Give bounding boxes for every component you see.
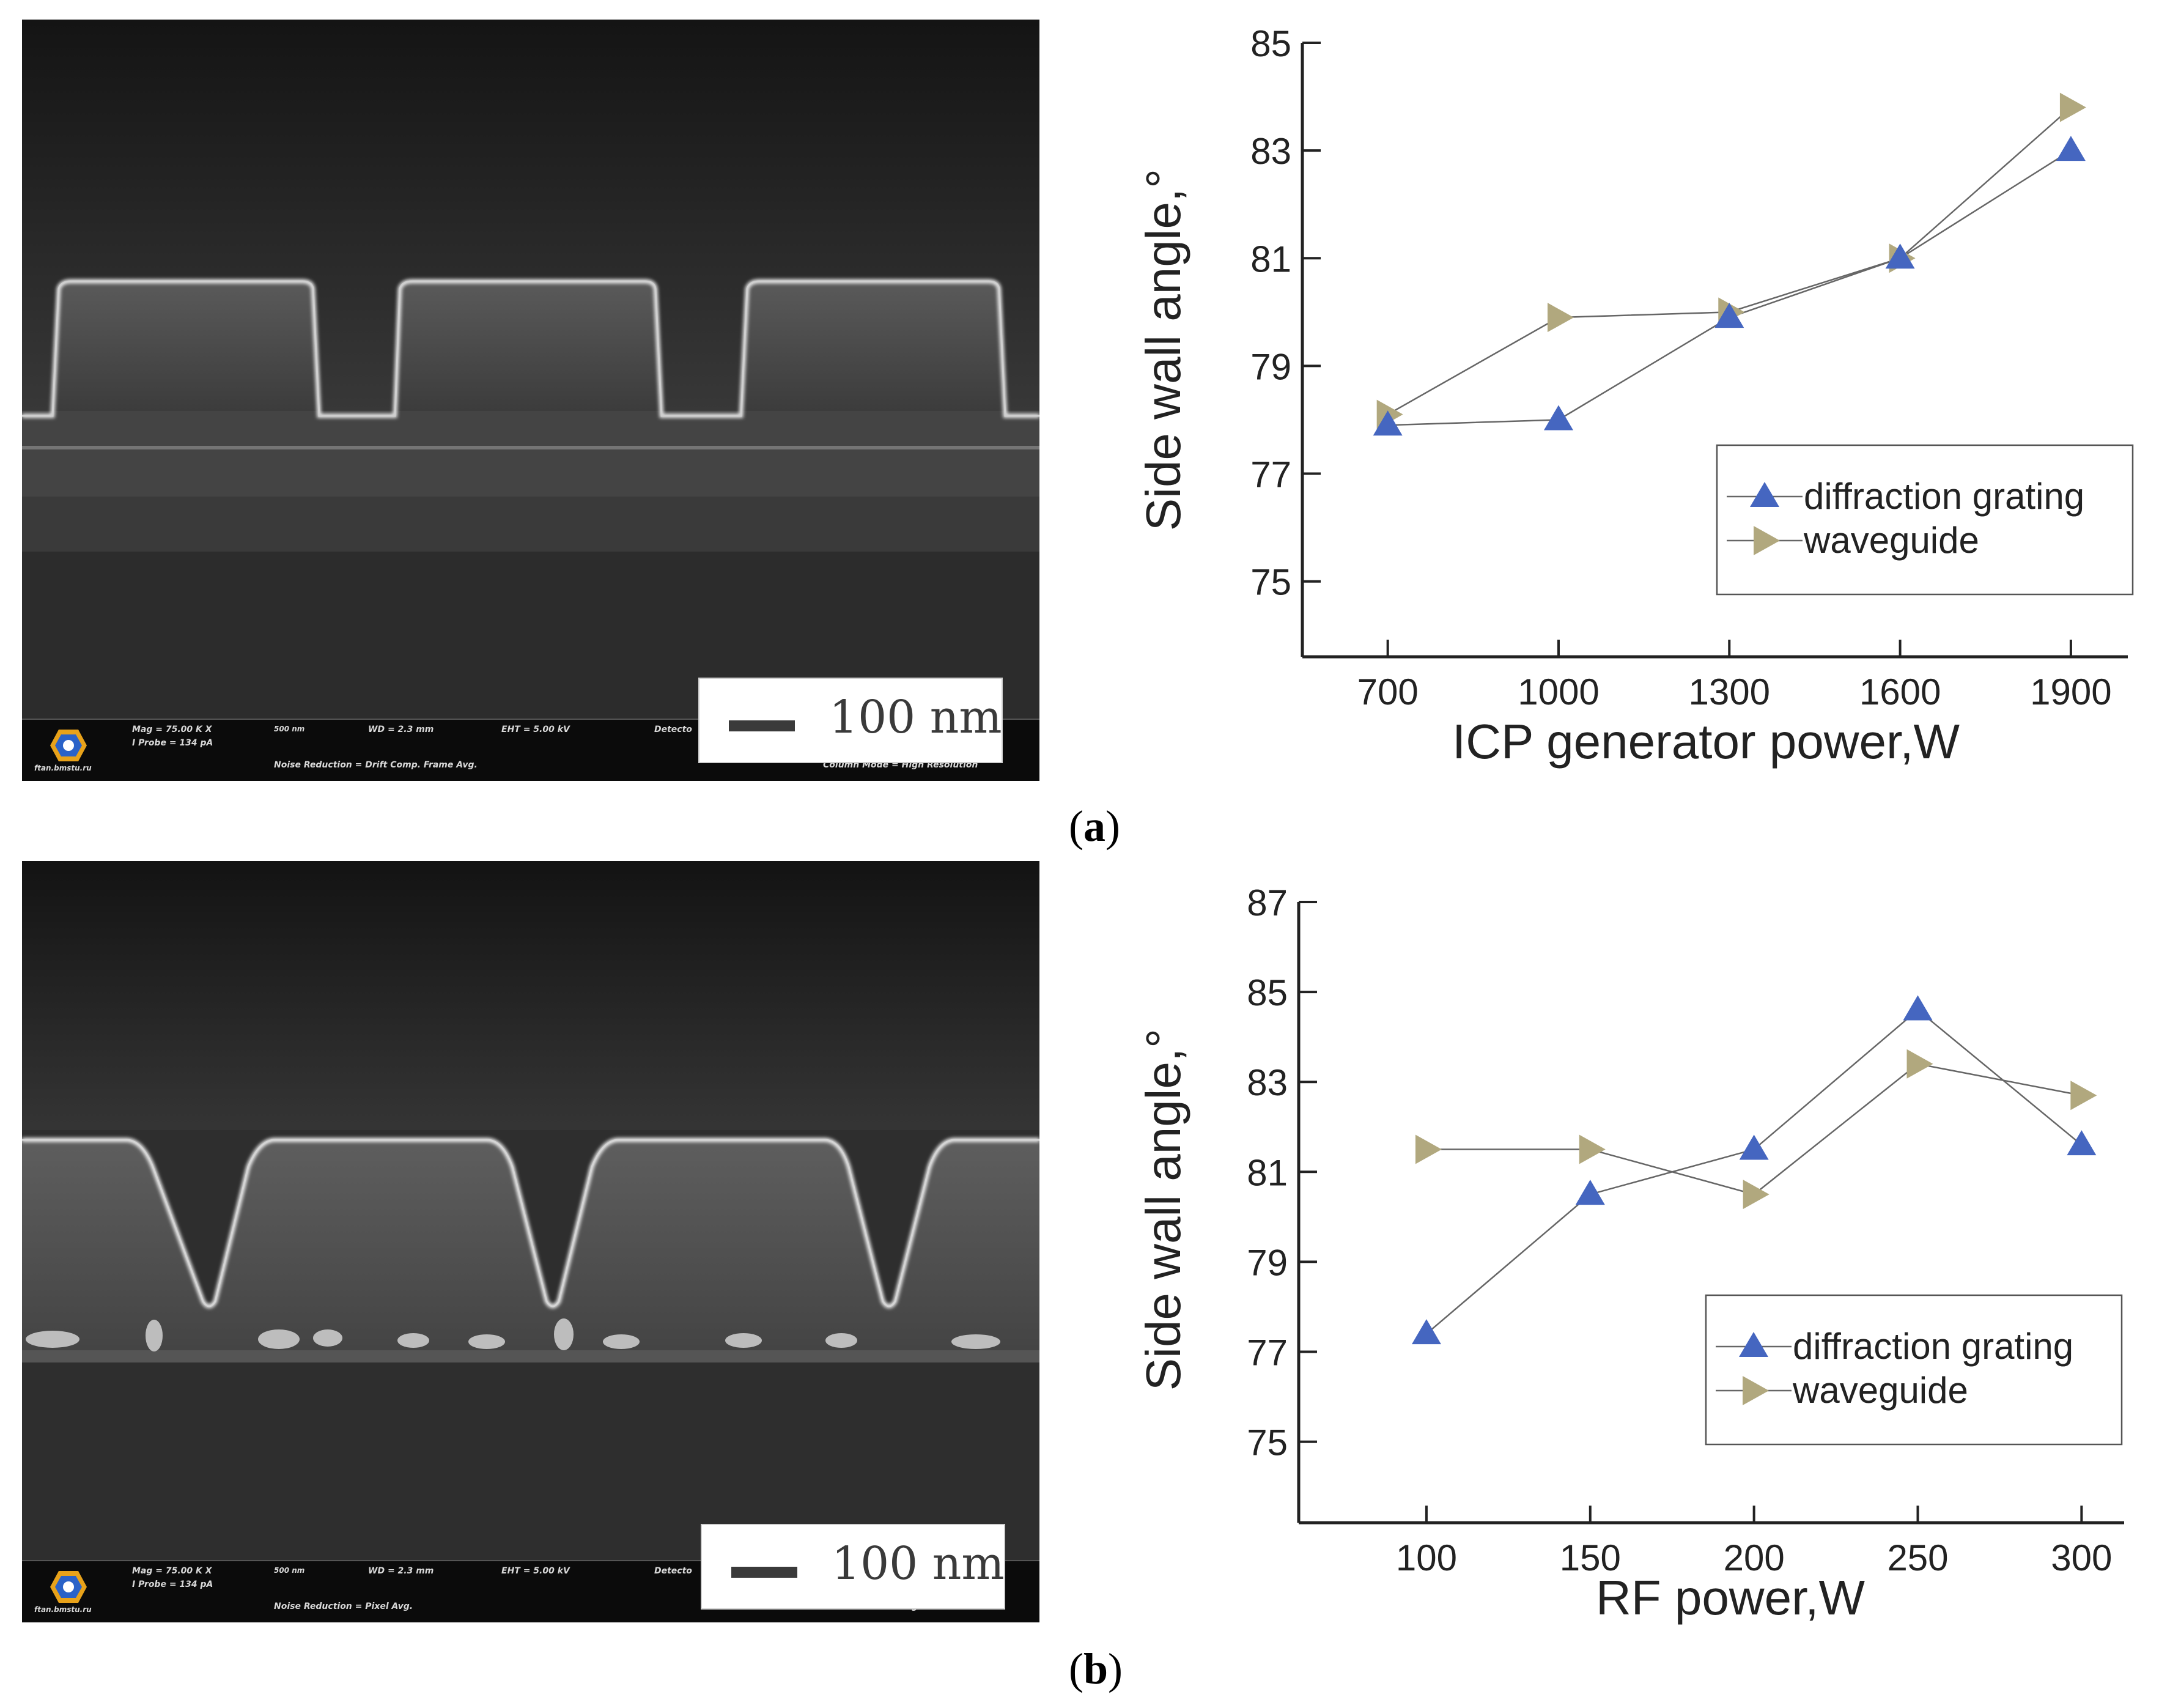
sem-logo-icon	[50, 730, 87, 761]
y-tick-label: 83	[1247, 1062, 1288, 1103]
y-tick-label: 79	[1247, 1242, 1288, 1283]
sem-detector: Detecto	[654, 725, 692, 734]
x-tick-label: 1900	[2030, 671, 2111, 712]
legend-label-waveguide: waveguide	[1792, 1370, 1968, 1411]
legend-label-waveguide: waveguide	[1803, 520, 1979, 561]
panel-label-a: (a)	[1069, 802, 1120, 851]
sem-image-a: Mag = 75.00 K X I Probe = 134 pA 500 nm …	[22, 20, 1039, 781]
sem-wd: WD = 2.3 mm	[368, 1566, 434, 1576]
sem-width: 500 nm	[274, 725, 305, 733]
x-axis-label: RF power,W	[1596, 1570, 1866, 1625]
sem-detector: Detecto	[654, 1566, 692, 1576]
y-tick-label: 81	[1250, 238, 1291, 279]
x-tick-label: 200	[1724, 1537, 1785, 1578]
scale-bar	[731, 1567, 797, 1578]
legend-marker-waveguide	[1743, 1376, 1769, 1405]
y-tick-label: 85	[1247, 972, 1288, 1013]
chart-icp-power: 75 77 79 81 83 85 700 1000 1300 1600 1900 ICP gener…	[1136, 23, 2134, 769]
data-point-diffraction-grating	[2067, 1130, 2097, 1156]
data-point-diffraction-grating	[1543, 405, 1573, 431]
data-point-waveguide	[2070, 1081, 2097, 1111]
series-line-waveguide	[1426, 1063, 2082, 1196]
data-point-diffraction-grating	[1411, 1319, 1441, 1345]
legend-marker-waveguide	[1754, 526, 1780, 555]
x-tick-label: 700	[1357, 671, 1419, 712]
legend-marker-diffraction-grating	[1739, 1332, 1768, 1357]
sem-site: ftan.bmstu.ru	[34, 764, 92, 772]
sem-mag: Mag = 75.00 K X	[132, 725, 212, 734]
data-point-waveguide	[1743, 1180, 1770, 1210]
y-tick-label: 77	[1247, 1333, 1288, 1373]
y-axis-label: Side wall angle,°	[1136, 1029, 1190, 1391]
data-point-waveguide	[1906, 1049, 1933, 1079]
legend-box	[1705, 1294, 2123, 1446]
panel-label-b: (b)	[1069, 1644, 1123, 1693]
scale-bar-box-a: 100 nm	[698, 678, 1003, 763]
y-tick-label: 85	[1250, 23, 1291, 64]
sem-mag: Mag = 75.00 K X	[132, 1566, 212, 1576]
data-point-diffraction-grating	[1714, 303, 1744, 328]
data-point-diffraction-grating	[1885, 243, 1915, 269]
y-tick-label: 75	[1250, 562, 1291, 603]
scale-bar-label: 100 nm	[829, 691, 1002, 744]
y-tick-label: 79	[1250, 346, 1291, 387]
sem-eht: EHT = 5.00 kV	[501, 1566, 570, 1576]
x-axis-label: ICP generator power,W	[1452, 714, 1960, 769]
legend-label-diffraction-grating: diffraction grating	[1804, 476, 2084, 517]
sem-probe: I Probe = 134 pA	[132, 738, 213, 748]
data-point-waveguide	[2059, 92, 2086, 122]
legend-label-diffraction-grating: diffraction grating	[1793, 1326, 2073, 1367]
sem-logo-icon	[50, 1571, 87, 1603]
sem-image-b: Mag = 75.00 K X I Probe = 134 pA 500 nm …	[22, 861, 1039, 1622]
x-tick-label: 1600	[1859, 671, 1941, 712]
scale-bar	[729, 720, 795, 731]
data-point-diffraction-grating	[1903, 995, 1933, 1021]
sem-eht: EHT = 5.00 kV	[501, 725, 570, 734]
data-point-diffraction-grating	[1739, 1134, 1769, 1160]
x-tick-label: 1000	[1518, 671, 1599, 712]
y-tick-label: 87	[1247, 882, 1288, 923]
legend-box	[1716, 444, 2134, 596]
sem-wd: WD = 2.3 mm	[368, 725, 434, 734]
data-point-waveguide	[1547, 303, 1574, 333]
sem-noise: Noise Reduction = Drift Comp. Frame Avg.	[274, 760, 478, 770]
x-tick-label: 100	[1396, 1537, 1457, 1578]
x-tick-label: 300	[2051, 1537, 2112, 1578]
sem-width: 500 nm	[274, 1566, 305, 1575]
y-tick-label: 75	[1247, 1422, 1288, 1463]
x-tick-label: 150	[1560, 1537, 1621, 1578]
scale-bar-box-b: 100 nm	[701, 1524, 1005, 1610]
data-point-waveguide	[1415, 1134, 1442, 1164]
x-tick-label: 250	[1887, 1537, 1948, 1578]
sem-site: ftan.bmstu.ru	[34, 1605, 92, 1614]
legend-marker-diffraction-grating	[1750, 482, 1779, 507]
sem-probe: I Probe = 134 pA	[132, 1580, 213, 1589]
y-axis-label: Side wall angle,°	[1136, 169, 1190, 531]
x-tick-label: 1300	[1689, 671, 1770, 712]
scale-bar-label: 100 nm	[832, 1537, 1005, 1590]
y-tick-label: 81	[1247, 1152, 1288, 1193]
y-tick-label: 83	[1250, 131, 1291, 172]
series-line-diffraction-grating	[1426, 1008, 2083, 1335]
data-point-diffraction-grating	[1373, 410, 1403, 436]
data-point-diffraction-grating	[1575, 1180, 1605, 1205]
data-point-waveguide	[1579, 1134, 1606, 1164]
sem-noise: Noise Reduction = Pixel Avg.	[274, 1602, 413, 1611]
y-tick-label: 77	[1250, 454, 1291, 495]
data-point-diffraction-grating	[2056, 136, 2086, 161]
